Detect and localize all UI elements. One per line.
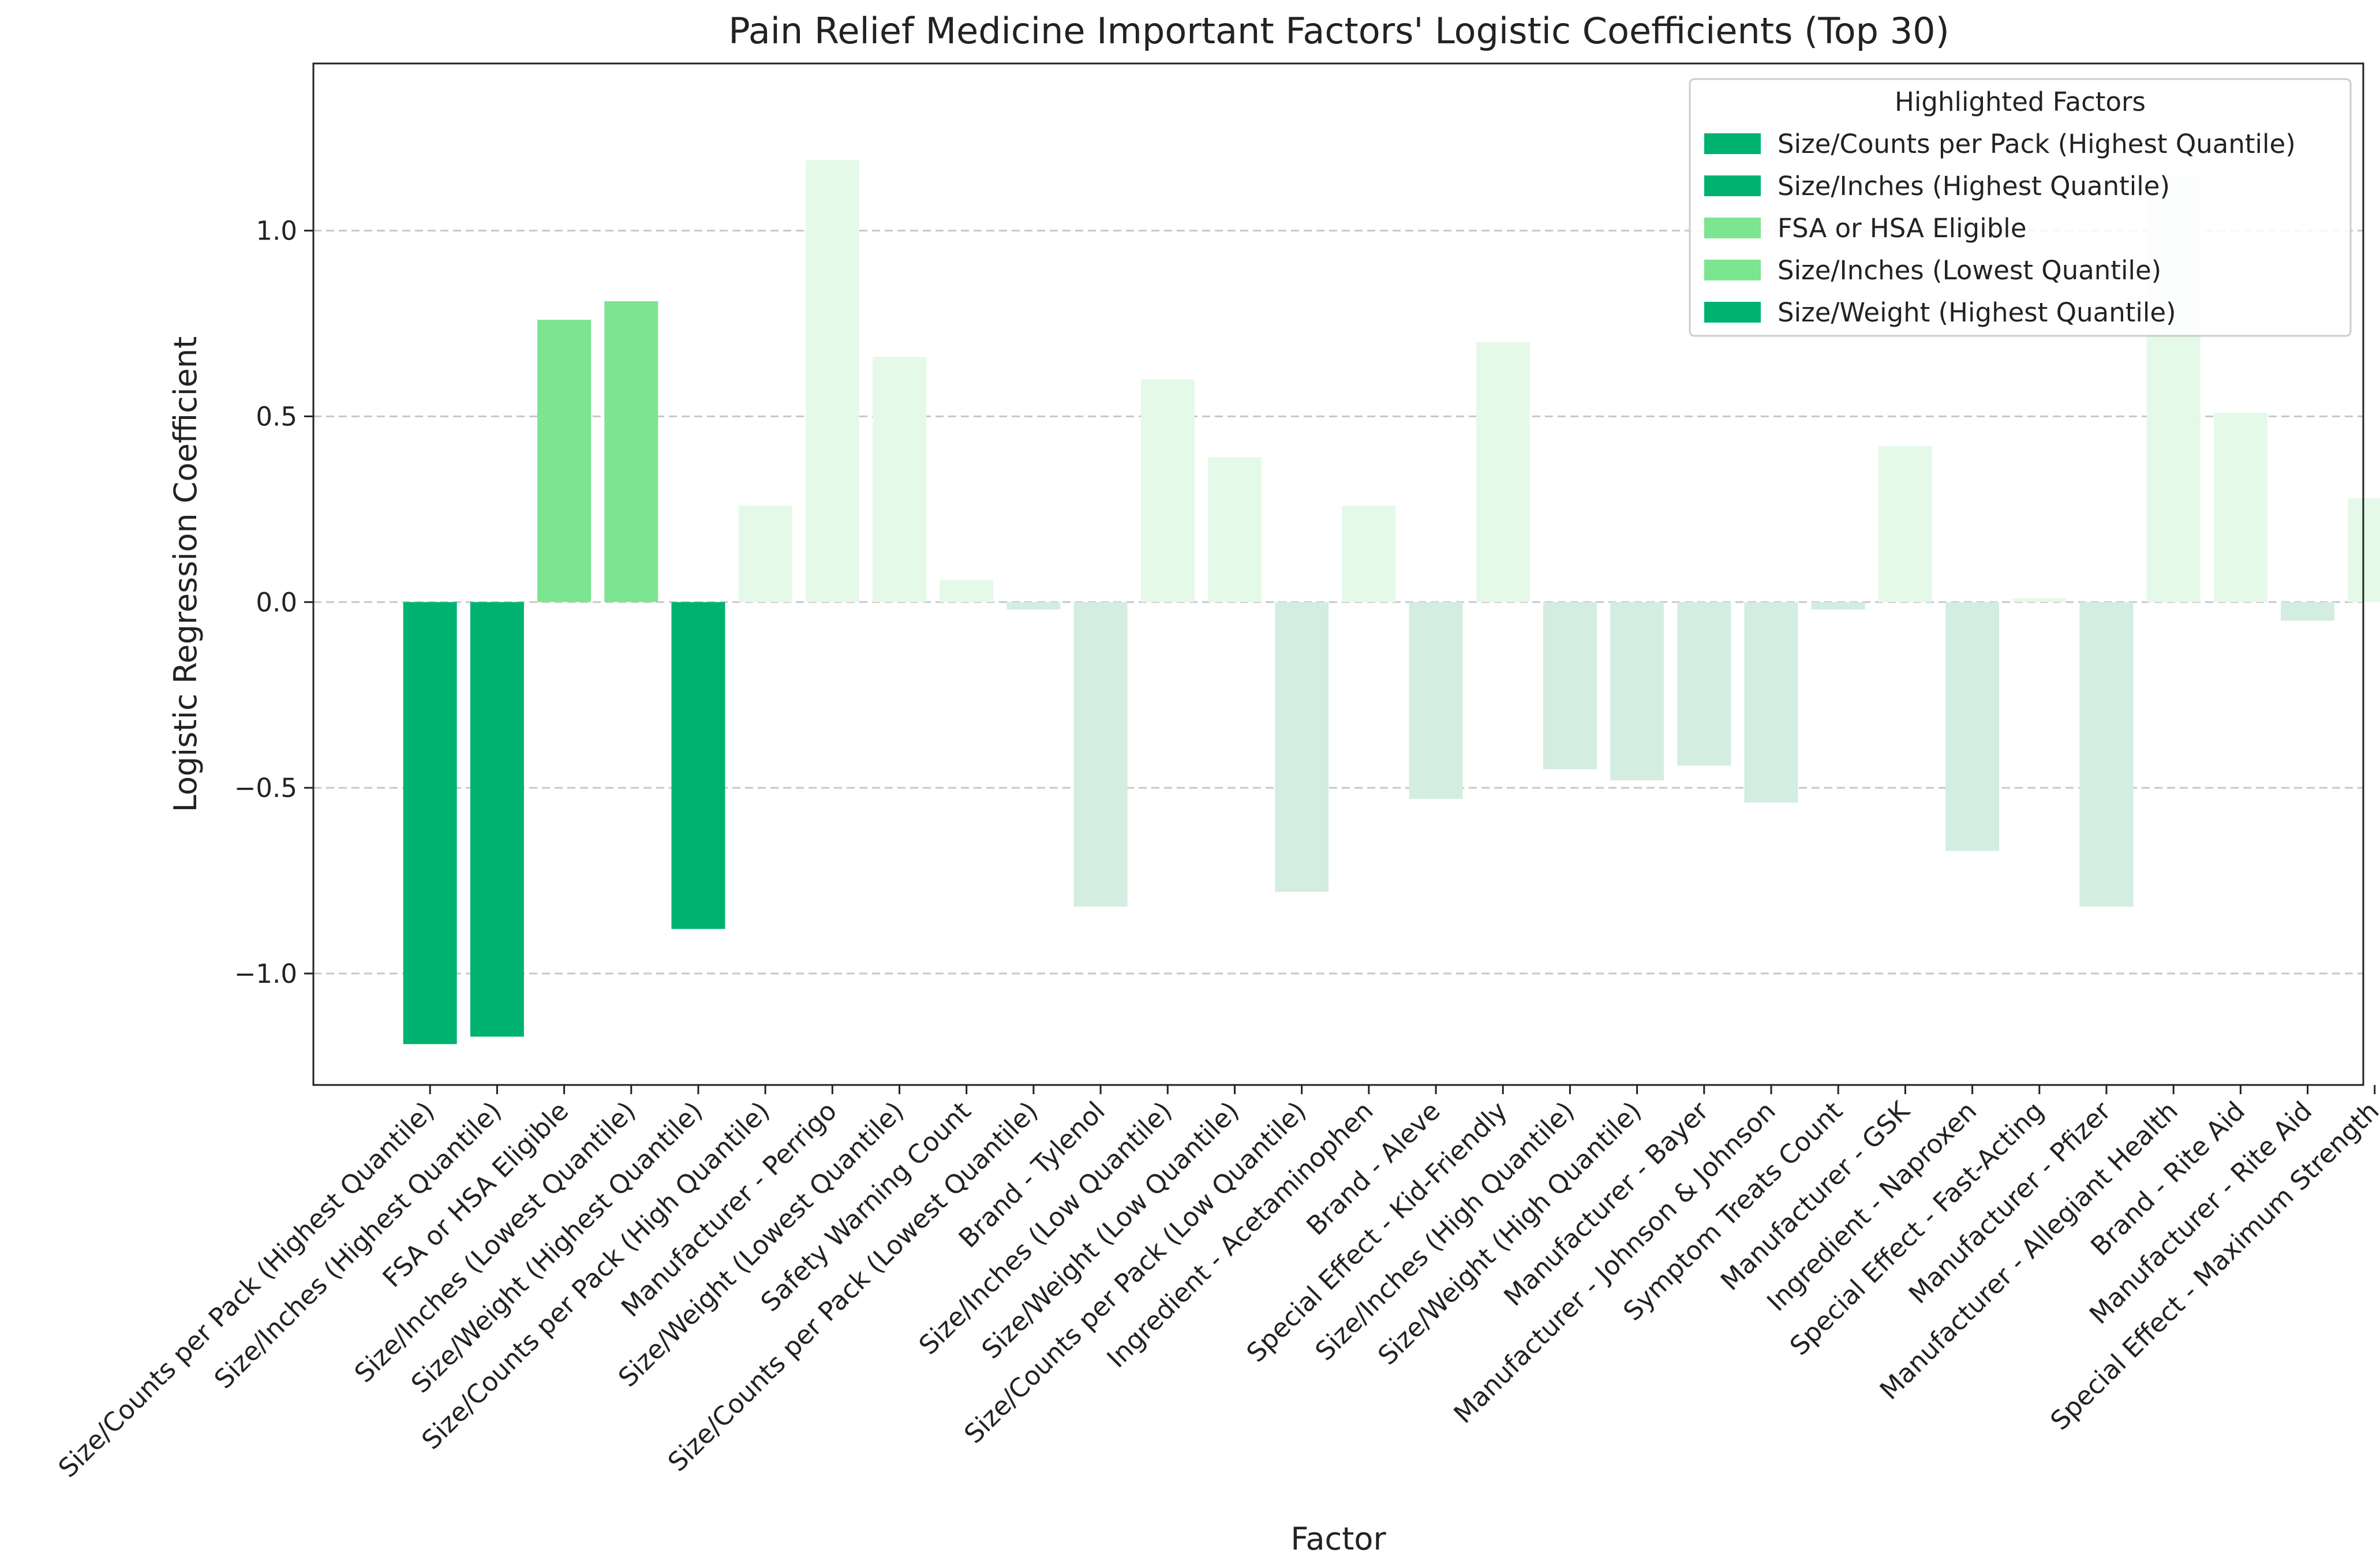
legend-label: FSA or HSA Eligible	[1777, 213, 2027, 244]
bar	[1677, 602, 1731, 766]
legend-label: Size/Inches (Lowest Quantile)	[1777, 255, 2161, 286]
legend-title: Highlighted Factors	[1895, 87, 2146, 117]
y-tick-label: 1.0	[256, 216, 297, 246]
bar	[1744, 602, 1798, 803]
legend-label: Size/Inches (Highest Quantile)	[1777, 171, 2170, 201]
bar	[537, 320, 592, 602]
legend-label: Size/Weight (Highest Quantile)	[1777, 297, 2176, 328]
bar	[1811, 602, 1865, 610]
y-axis-title: Logistic Regression Coefficient	[167, 336, 204, 813]
legend-swatch	[1704, 302, 1761, 323]
y-axis: −1.0 −0.5 0.0 0.5 1.0	[234, 216, 313, 989]
bar	[940, 579, 994, 602]
legend-entries: Size/Counts per Pack (Highest Quantile) S…	[1704, 129, 2296, 328]
bar	[1006, 602, 1061, 610]
bar	[671, 602, 725, 929]
legend-swatch	[1704, 133, 1761, 154]
bar	[2281, 602, 2335, 621]
bar	[1610, 602, 1664, 781]
legend-label: Size/Counts per Pack (Highest Quantile)	[1777, 129, 2296, 159]
bar	[470, 602, 524, 1037]
plot-frame	[312, 62, 2364, 1086]
x-axis-title: Factor	[1290, 1521, 1386, 1557]
bar	[1945, 602, 2000, 851]
bar	[1140, 379, 1195, 602]
bar	[1073, 602, 1128, 907]
bar	[873, 357, 926, 602]
legend-swatch	[1704, 175, 1761, 196]
bar	[604, 301, 658, 602]
bar	[2079, 602, 2134, 907]
bar	[1409, 602, 1463, 799]
y-tick-label: 0.0	[256, 587, 297, 618]
bar	[1208, 457, 1262, 602]
bar	[2213, 413, 2267, 602]
bar	[1543, 602, 1597, 769]
legend-swatch	[1704, 218, 1761, 238]
bar	[738, 505, 792, 602]
y-tick-label: 0.5	[256, 401, 297, 432]
y-tick-label: −1.0	[234, 959, 297, 989]
bar	[2012, 598, 2067, 602]
bar	[1476, 342, 1530, 602]
chart-title: Pain Relief Medicine Important Factors' …	[728, 10, 1949, 52]
bar	[805, 160, 859, 602]
legend-box	[1689, 78, 2352, 337]
legend-swatch	[1704, 260, 1761, 280]
bar	[1342, 505, 1396, 602]
legend: Highlighted Factors Size/Counts per Pack…	[1689, 78, 2352, 337]
bar	[1878, 446, 1932, 602]
bar	[403, 602, 457, 1045]
bar	[1275, 602, 1329, 892]
y-tick-label: −0.5	[234, 773, 297, 803]
bars	[403, 160, 2380, 1045]
